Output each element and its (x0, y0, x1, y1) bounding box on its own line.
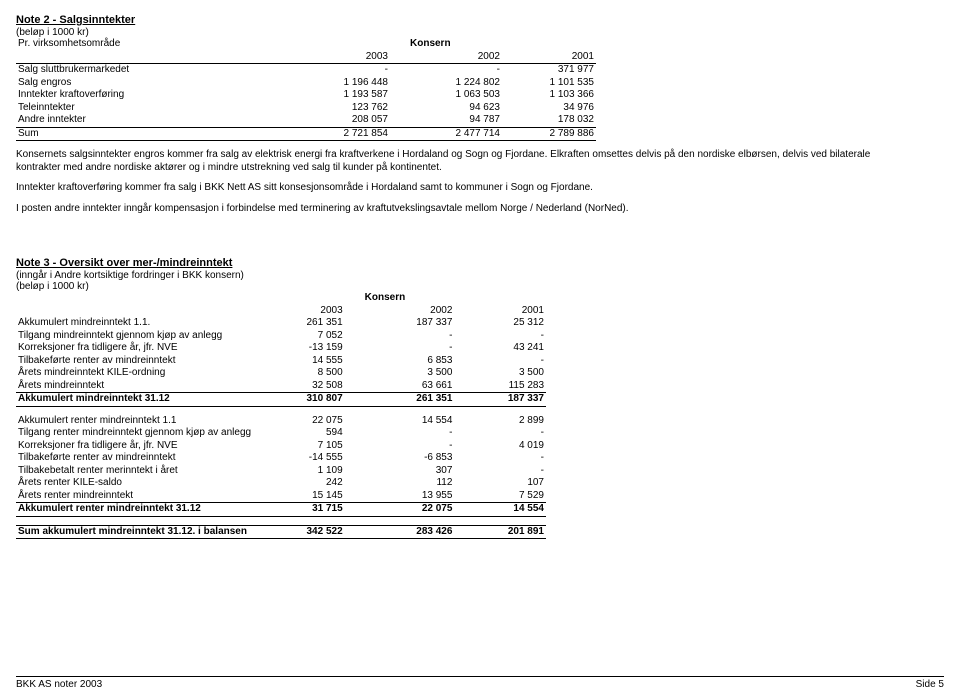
table-row: Årets mindreinntekt KILE-ordning8 5003 5… (16, 367, 546, 380)
note3-title: Note 3 - Oversikt over mer-/mindreinntek… (16, 257, 944, 269)
table-row: Tilbakeførte renter av mindreinntekt-14 … (16, 452, 546, 465)
table-row: Tilgang mindreinntekt gjennom kjøp av an… (16, 330, 546, 343)
table-row: Tilbakeførte renter av mindreinntekt14 5… (16, 355, 546, 368)
year-2003: 2003 (253, 305, 345, 318)
note2-table: Pr. virksomhetsområde Konsern 2003 2002 … (16, 38, 596, 141)
year-2001: 2001 (502, 51, 596, 64)
paragraph-2: Inntekter kraftoverføring kommer fra sal… (16, 182, 896, 195)
note2-sub1: (beløp i 1000 kr) (16, 27, 944, 38)
table-row: Korreksjoner fra tidligere år, jfr. NVE-… (16, 342, 546, 355)
konsern-header: Konsern (390, 38, 502, 51)
table-row: Årets renter mindreinntekt15 14513 9557 … (16, 490, 546, 503)
year-2002: 2002 (345, 305, 455, 318)
table-row: Årets renter KILE-saldo242112107 (16, 477, 546, 490)
sum-row: Sum 2 721 854 2 477 714 2 789 886 (16, 127, 596, 141)
table-row: Inntekter kraftoverføring 1 193 587 1 06… (16, 89, 596, 102)
table-row: Tilgang renter mindreinntekt gjennom kjø… (16, 427, 546, 440)
note2-title: Note 2 - Salgsinntekter (16, 14, 944, 26)
paragraph-3: I posten andre inntekter inngår kompensa… (16, 203, 896, 216)
page-footer: BKK AS noter 2003 Side 5 (16, 676, 944, 690)
footer-left: BKK AS noter 2003 (16, 679, 102, 690)
note3-sub1: (inngår i Andre kortsiktige fordringer i… (16, 270, 944, 281)
year-2001: 2001 (454, 305, 546, 318)
table-row: Salg sluttbrukermarkedet - - 371 977 (16, 64, 596, 77)
footer-right: Side 5 (916, 679, 944, 690)
konsern-header: Konsern (345, 292, 455, 305)
paragraph-1: Konsernets salgsinntekter engros kommer … (16, 149, 896, 174)
note3-table: Konsern 2003 2002 2001 Akkumulert mindre… (16, 292, 546, 539)
table-row: Akkumulert mindreinntekt 1.1.261 351187 … (16, 317, 546, 330)
table-row: Tilbakebetalt renter merinntekt i året1 … (16, 465, 546, 478)
table-row: Årets mindreinntekt32 50863 661115 283 (16, 380, 546, 393)
table-row: Akkumulert renter mindreinntekt 1.122 07… (16, 415, 546, 428)
grand-total-row: Sum akkumulert mindreinntekt 31.12. i ba… (16, 525, 546, 539)
table-row: Andre inntekter 208 057 94 787 178 032 (16, 114, 596, 127)
table-row: Teleinntekter 123 762 94 623 34 976 (16, 102, 596, 115)
year-2003: 2003 (296, 51, 390, 64)
sum-row: Akkumulert renter mindreinntekt 31.1231 … (16, 503, 546, 517)
note3-sub2: (beløp i 1000 kr) (16, 281, 944, 292)
table-row: Salg engros 1 196 448 1 224 802 1 101 53… (16, 77, 596, 90)
year-2002: 2002 (390, 51, 502, 64)
table-row: Korreksjoner fra tidligere år, jfr. NVE7… (16, 440, 546, 453)
sum-row: Akkumulert mindreinntekt 31.12310 807261… (16, 393, 546, 407)
note2-sub2: Pr. virksomhetsområde (16, 38, 296, 51)
